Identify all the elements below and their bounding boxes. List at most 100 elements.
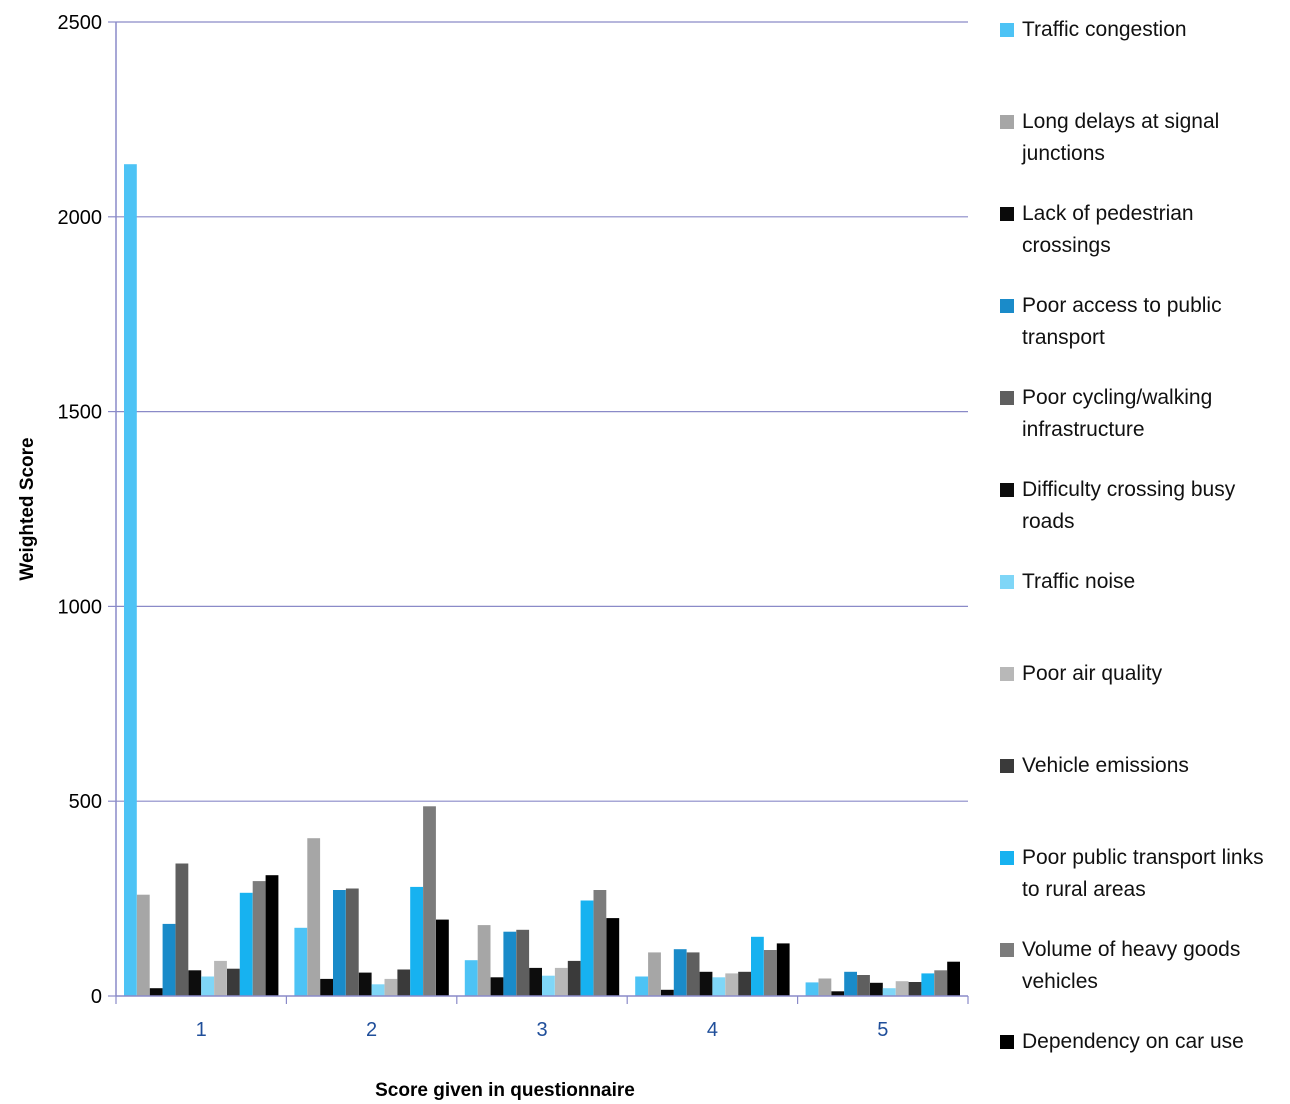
bar bbox=[384, 978, 398, 996]
bar bbox=[751, 936, 764, 996]
bar bbox=[162, 923, 176, 996]
bar bbox=[464, 960, 478, 996]
bar bbox=[320, 978, 333, 996]
bar bbox=[567, 960, 581, 996]
bar bbox=[358, 972, 372, 996]
legend-swatch bbox=[1000, 391, 1014, 405]
x-tick-labels: 1 2 3 4 5 bbox=[115, 996, 969, 1041]
y-tick-label: 2000 bbox=[58, 207, 103, 229]
bar bbox=[294, 927, 308, 996]
bar bbox=[252, 881, 266, 996]
bar bbox=[818, 978, 832, 996]
y-tick-labels: 0 500 1000 1500 2000 2500 bbox=[58, 12, 116, 1008]
axes bbox=[115, 22, 968, 997]
x-tick-label: 3 bbox=[536, 1019, 547, 1041]
x-tick-label: 5 bbox=[877, 1019, 888, 1041]
bar bbox=[699, 971, 713, 996]
bar bbox=[554, 967, 568, 996]
bar bbox=[239, 892, 253, 996]
bar bbox=[136, 894, 150, 996]
bar bbox=[725, 973, 739, 996]
bar bbox=[188, 970, 202, 996]
legend-swatch bbox=[1000, 575, 1014, 589]
legend-label: Traffic noise bbox=[1022, 570, 1136, 593]
legend-swatch bbox=[1000, 483, 1014, 497]
bar bbox=[542, 975, 555, 996]
bar bbox=[870, 982, 883, 996]
bar bbox=[844, 971, 857, 996]
legend-label: Poor access to public transport bbox=[1022, 294, 1222, 349]
bar bbox=[947, 961, 960, 996]
x-axis-title: Score given in questionnaire bbox=[375, 1080, 635, 1101]
legend-label: Poor public transport links to rural are… bbox=[1022, 846, 1264, 901]
bar bbox=[712, 977, 726, 996]
bar bbox=[805, 982, 819, 996]
legend-swatch bbox=[1000, 115, 1014, 129]
bar bbox=[635, 976, 648, 996]
bar bbox=[410, 886, 423, 996]
legend-label: Lack of pedestrian crossings bbox=[1022, 202, 1194, 257]
bar bbox=[776, 943, 790, 996]
bar bbox=[436, 919, 449, 996]
bar bbox=[921, 973, 935, 996]
bar bbox=[908, 982, 922, 996]
bar bbox=[593, 890, 607, 996]
bar bbox=[738, 971, 751, 996]
bar bbox=[763, 950, 777, 996]
legend-swatch bbox=[1000, 207, 1014, 221]
x-tick-label: 4 bbox=[707, 1019, 718, 1041]
y-tick-label: 1500 bbox=[58, 402, 103, 424]
bar bbox=[477, 925, 491, 996]
legend-swatch bbox=[1000, 759, 1014, 773]
bar bbox=[606, 918, 620, 996]
legend-swatch bbox=[1000, 667, 1014, 681]
bar bbox=[175, 863, 189, 996]
x-tick-label: 1 bbox=[196, 1019, 207, 1041]
bar bbox=[490, 977, 504, 996]
legend-label: Dependency on car use bbox=[1022, 1030, 1244, 1053]
y-tick-label: 2500 bbox=[58, 12, 103, 34]
legend-swatch bbox=[1000, 943, 1014, 957]
bar bbox=[661, 989, 674, 996]
bar bbox=[529, 967, 542, 996]
bar bbox=[265, 875, 279, 996]
bar bbox=[397, 969, 411, 996]
bar bbox=[934, 970, 948, 996]
bar bbox=[580, 900, 594, 996]
legend-swatch bbox=[1000, 23, 1014, 37]
bar bbox=[214, 960, 227, 996]
legend-label: Poor cycling/walking infrastructure bbox=[1022, 386, 1213, 441]
legend-label: Difficulty crossing busy roads bbox=[1022, 478, 1236, 533]
bar bbox=[423, 806, 436, 996]
bar bbox=[503, 931, 517, 996]
legend-label: Vehicle emissions bbox=[1022, 754, 1189, 777]
bar bbox=[857, 975, 870, 996]
legend-swatch bbox=[1000, 1035, 1014, 1049]
x-tick-label: 2 bbox=[366, 1019, 377, 1041]
bar bbox=[673, 949, 687, 996]
legend-label: Volume of heavy goods vehicles bbox=[1022, 938, 1241, 993]
legend-label: Poor air quality bbox=[1022, 662, 1163, 685]
legend-label: Traffic congestion bbox=[1022, 18, 1187, 41]
bar bbox=[686, 952, 700, 996]
bar bbox=[831, 991, 845, 996]
bar bbox=[345, 888, 359, 996]
bar bbox=[882, 988, 896, 996]
bar bbox=[124, 164, 137, 996]
legend-swatch bbox=[1000, 299, 1014, 313]
bar bbox=[895, 981, 909, 996]
bar bbox=[201, 976, 214, 996]
bar bbox=[149, 988, 163, 996]
bar bbox=[333, 890, 346, 996]
bars bbox=[124, 164, 960, 996]
bar bbox=[227, 968, 240, 996]
bar bbox=[307, 838, 321, 996]
y-tick-label: 0 bbox=[91, 986, 102, 1008]
legend-label: Long delays at signal junctions bbox=[1022, 110, 1220, 165]
legend-swatch bbox=[1000, 851, 1014, 865]
bar bbox=[371, 984, 385, 996]
y-tick-label: 500 bbox=[69, 791, 102, 813]
bar bbox=[516, 929, 530, 996]
bar bbox=[648, 952, 661, 996]
